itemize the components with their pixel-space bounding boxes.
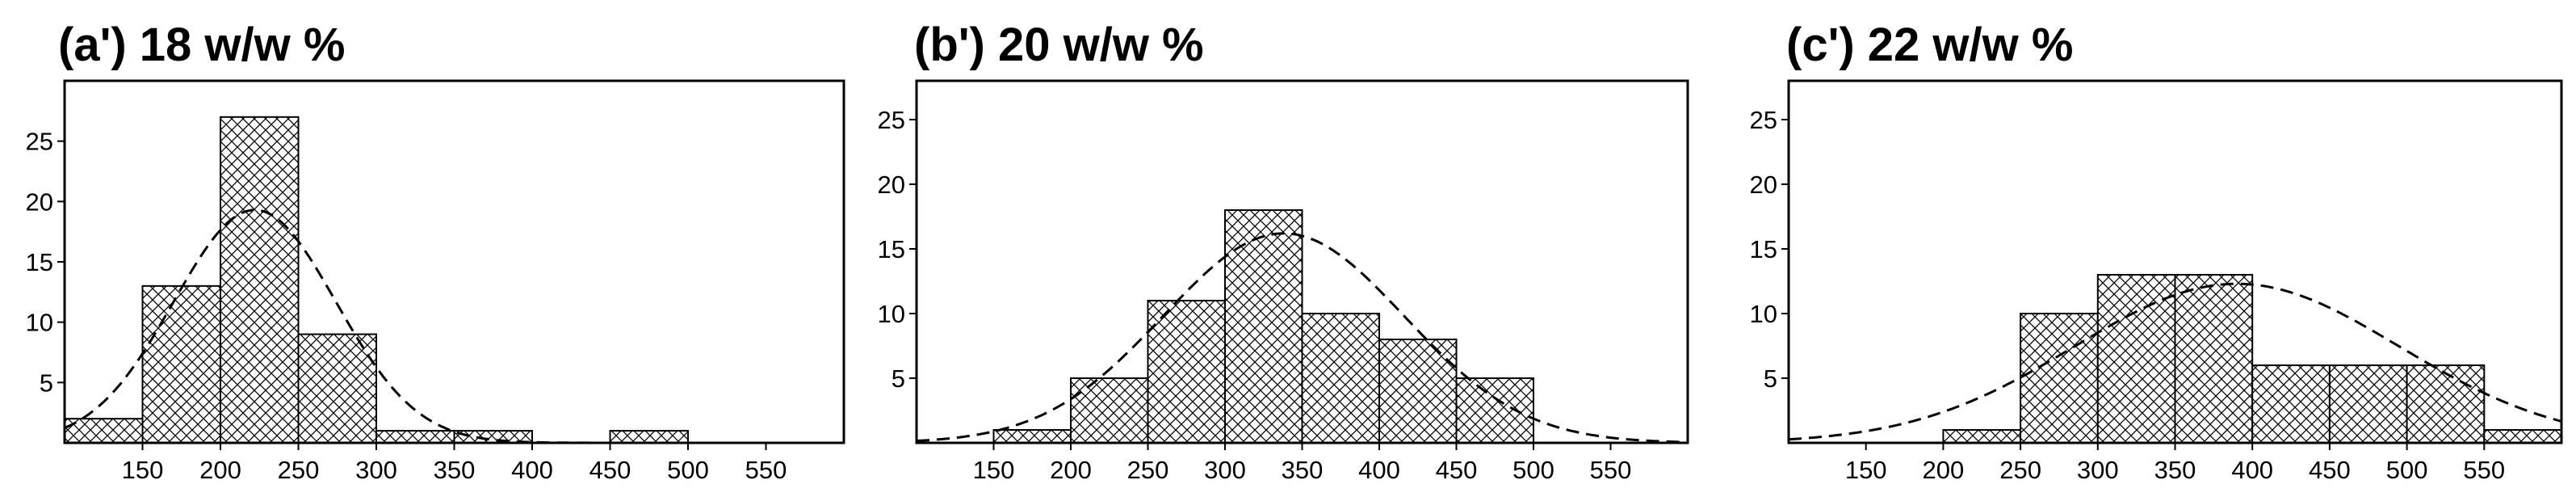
y-tick-label: 25 bbox=[878, 106, 905, 134]
x-tick-label: 150 bbox=[122, 456, 164, 484]
x-tick-label: 250 bbox=[278, 456, 320, 484]
x-tick-label: 400 bbox=[1358, 456, 1400, 484]
histogram-bar bbox=[2251, 364, 2331, 444]
x-tick-label: 150 bbox=[1845, 456, 1887, 484]
y-tick-label: 10 bbox=[878, 300, 905, 328]
x-tick-label: 400 bbox=[2231, 456, 2273, 484]
histogram-bar bbox=[1378, 339, 1458, 444]
panel-title: (b') 20 w/w % bbox=[914, 19, 1204, 71]
histogram-bar bbox=[2483, 429, 2563, 444]
x-tick-label: 500 bbox=[2386, 456, 2428, 484]
normal-fit-curve bbox=[916, 232, 1689, 444]
histogram-bar bbox=[1070, 377, 1149, 444]
x-tick-label: 550 bbox=[1590, 456, 1632, 484]
x-tick-label: 350 bbox=[434, 456, 476, 484]
histogram-bar bbox=[1942, 429, 2022, 444]
histogram-bar bbox=[141, 284, 221, 444]
x-tick-label: 200 bbox=[1923, 456, 1965, 484]
histogram-panel-2: (b') 20 w/w % 150 200 250 300 350 400 450 500 550… bbox=[878, 19, 1689, 484]
y-tick-label: 5 bbox=[892, 364, 905, 393]
x-tick-label: 250 bbox=[1999, 456, 2041, 484]
histogram-bar bbox=[2096, 274, 2176, 444]
histogram-bar bbox=[2174, 274, 2254, 444]
y-tick-label: 5 bbox=[1764, 364, 1777, 393]
histogram-panel-1: (a') 18 w/w % 150 200 250 300 350 400 450 500 550… bbox=[26, 19, 845, 484]
y-tick-label: 10 bbox=[26, 309, 53, 337]
histogram-bar bbox=[1455, 377, 1534, 444]
y-tick-label: 20 bbox=[1750, 171, 1777, 199]
histogram-bar bbox=[2406, 364, 2486, 444]
panel-title: (a') 18 w/w % bbox=[58, 19, 345, 71]
histogram-bar bbox=[2328, 364, 2408, 444]
x-tick-label: 400 bbox=[511, 456, 553, 484]
y-tick-label: 20 bbox=[878, 171, 905, 199]
panel-title: (c') 22 w/w % bbox=[1786, 19, 2073, 71]
x-tick-label: 250 bbox=[1127, 456, 1169, 484]
histogram-bar bbox=[375, 430, 455, 444]
x-tick-label: 450 bbox=[2309, 456, 2351, 484]
x-tick-label: 500 bbox=[1512, 456, 1554, 484]
x-tick-label: 350 bbox=[1282, 456, 1324, 484]
histogram-bar bbox=[1224, 209, 1303, 444]
x-tick-label: 300 bbox=[1204, 456, 1246, 484]
y-tick-label: 25 bbox=[1750, 106, 1777, 134]
histogram-bar bbox=[297, 333, 377, 444]
histogram-panel-3: (c') 22 w/w % 150 200 250 300 350 400 450 500 550… bbox=[1750, 19, 2563, 484]
histogram-bar bbox=[609, 430, 689, 444]
histogram-bar bbox=[220, 116, 300, 444]
y-tick-label: 5 bbox=[40, 369, 53, 397]
x-tick-label: 150 bbox=[973, 456, 1015, 484]
histogram-bar bbox=[1147, 300, 1226, 444]
normal-fit-curve bbox=[1788, 282, 2562, 441]
x-tick-label: 300 bbox=[2077, 456, 2119, 484]
x-tick-label: 500 bbox=[667, 456, 709, 484]
y-tick-label: 15 bbox=[878, 235, 905, 263]
x-tick-label: 550 bbox=[2463, 456, 2505, 484]
normal-fit-curve bbox=[64, 208, 844, 444]
histogram-bar bbox=[2020, 313, 2099, 444]
x-tick-label: 200 bbox=[1050, 456, 1092, 484]
y-tick-label: 25 bbox=[26, 128, 53, 156]
x-tick-label: 350 bbox=[2154, 456, 2196, 484]
y-tick-label: 20 bbox=[26, 187, 53, 216]
x-tick-label: 200 bbox=[199, 456, 241, 484]
x-tick-label: 300 bbox=[355, 456, 397, 484]
histogram-bar bbox=[992, 429, 1072, 444]
histogram-bar bbox=[64, 418, 144, 444]
x-tick-label: 550 bbox=[745, 456, 787, 484]
x-tick-label: 450 bbox=[589, 456, 631, 484]
y-tick-label: 10 bbox=[1750, 300, 1777, 328]
y-tick-label: 15 bbox=[1750, 235, 1777, 263]
histogram-bar bbox=[1301, 313, 1380, 444]
y-tick-label: 15 bbox=[26, 248, 53, 276]
x-tick-label: 450 bbox=[1436, 456, 1478, 484]
